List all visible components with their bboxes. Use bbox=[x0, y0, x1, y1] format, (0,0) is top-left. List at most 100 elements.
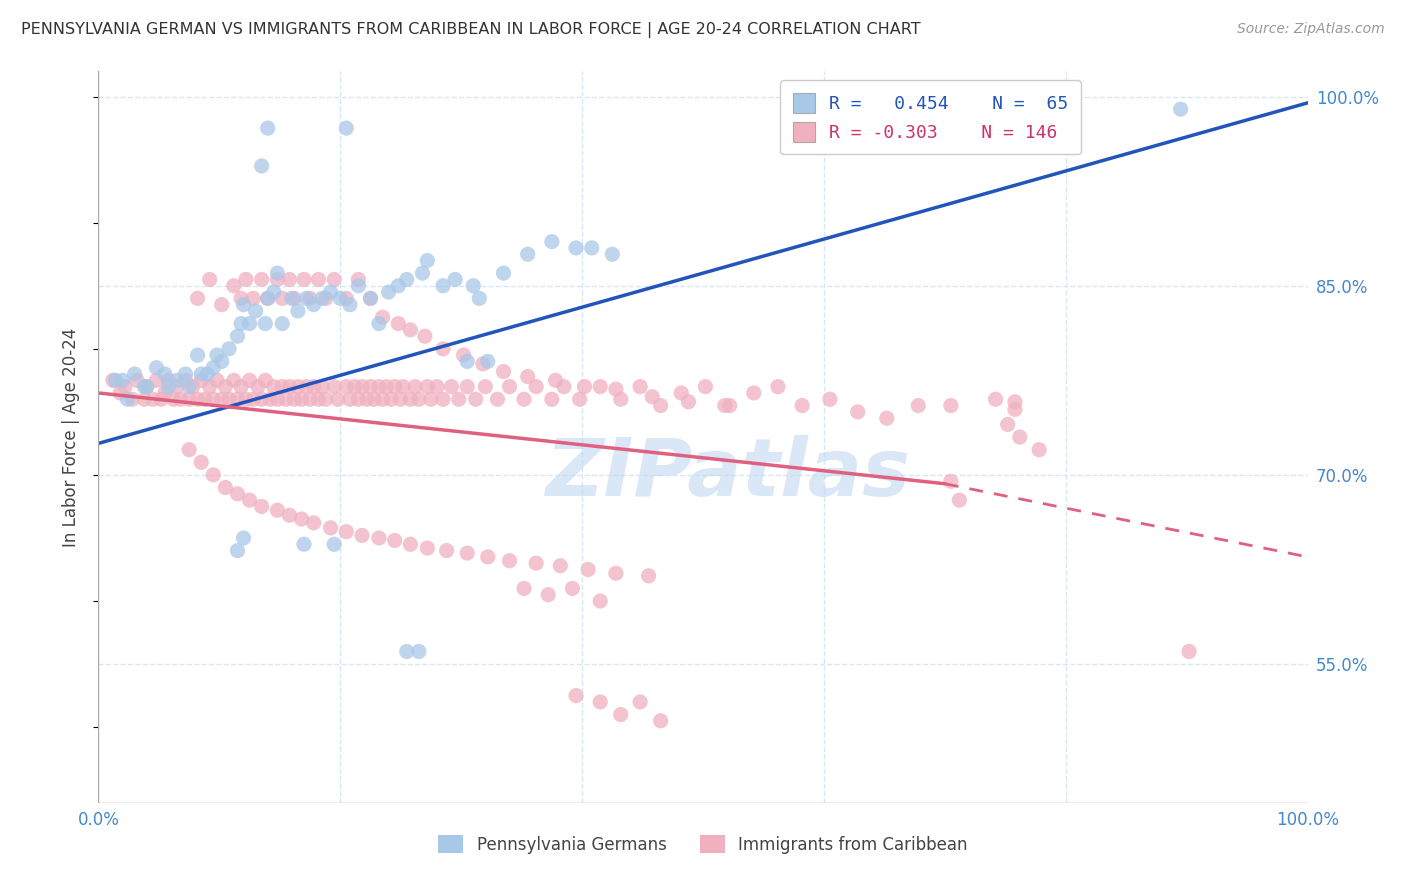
Point bbox=[436, 543, 458, 558]
Point bbox=[477, 354, 499, 368]
Point bbox=[169, 392, 191, 407]
Point bbox=[290, 512, 312, 526]
Point bbox=[329, 291, 352, 305]
Point bbox=[420, 392, 443, 407]
Point bbox=[766, 379, 789, 393]
Point bbox=[323, 272, 346, 286]
Point bbox=[408, 644, 430, 658]
Point bbox=[637, 569, 659, 583]
Point bbox=[134, 392, 156, 407]
Point bbox=[174, 373, 197, 387]
Point bbox=[399, 323, 422, 337]
Point bbox=[516, 247, 538, 261]
Point bbox=[162, 392, 184, 407]
Point bbox=[242, 392, 264, 407]
Point bbox=[335, 121, 357, 136]
Point bbox=[432, 342, 454, 356]
Point bbox=[226, 329, 249, 343]
Point bbox=[948, 493, 970, 508]
Point bbox=[278, 508, 301, 523]
Point bbox=[498, 554, 520, 568]
Point bbox=[235, 392, 257, 407]
Point bbox=[387, 278, 409, 293]
Point bbox=[468, 291, 491, 305]
Point bbox=[315, 291, 337, 305]
Point bbox=[108, 386, 131, 401]
Point bbox=[214, 379, 236, 393]
Point bbox=[226, 487, 249, 501]
Point bbox=[299, 392, 322, 407]
Point bbox=[218, 342, 240, 356]
Point bbox=[308, 272, 330, 286]
Point bbox=[256, 121, 278, 136]
Point bbox=[384, 533, 406, 548]
Point bbox=[426, 379, 449, 393]
Point bbox=[368, 379, 391, 393]
Point bbox=[610, 707, 633, 722]
Point bbox=[416, 253, 439, 268]
Point bbox=[211, 354, 233, 368]
Point bbox=[576, 562, 599, 576]
Point bbox=[157, 379, 180, 393]
Point bbox=[498, 379, 520, 393]
Point bbox=[295, 291, 318, 305]
Point bbox=[166, 379, 188, 393]
Point bbox=[440, 379, 463, 393]
Point bbox=[134, 379, 156, 393]
Point bbox=[254, 317, 277, 331]
Point bbox=[432, 278, 454, 293]
Point bbox=[335, 379, 357, 393]
Point bbox=[179, 379, 201, 393]
Point bbox=[218, 392, 240, 407]
Point bbox=[187, 348, 209, 362]
Point bbox=[145, 360, 167, 375]
Point bbox=[650, 399, 672, 413]
Point bbox=[239, 317, 262, 331]
Point bbox=[718, 399, 741, 413]
Point bbox=[202, 392, 225, 407]
Point bbox=[574, 379, 596, 393]
Point bbox=[477, 549, 499, 564]
Point bbox=[939, 474, 962, 488]
Point bbox=[384, 379, 406, 393]
Point bbox=[190, 455, 212, 469]
Point bbox=[142, 392, 165, 407]
Point bbox=[550, 558, 572, 573]
Point bbox=[295, 379, 318, 393]
Point bbox=[250, 392, 273, 407]
Point bbox=[290, 392, 312, 407]
Point bbox=[311, 291, 333, 305]
Point bbox=[492, 266, 515, 280]
Point bbox=[387, 317, 409, 331]
Point bbox=[540, 392, 562, 407]
Point bbox=[166, 373, 188, 387]
Point bbox=[339, 298, 361, 312]
Point bbox=[135, 379, 157, 393]
Point bbox=[198, 379, 221, 393]
Point bbox=[319, 285, 342, 299]
Point bbox=[256, 291, 278, 305]
Point bbox=[695, 379, 717, 393]
Point bbox=[101, 373, 124, 387]
Point bbox=[202, 467, 225, 482]
Point bbox=[650, 714, 672, 728]
Point bbox=[179, 442, 201, 457]
Point bbox=[404, 379, 426, 393]
Point bbox=[263, 379, 285, 393]
Point bbox=[524, 556, 547, 570]
Point bbox=[222, 278, 245, 293]
Point bbox=[492, 364, 515, 378]
Point bbox=[145, 373, 167, 387]
Point bbox=[302, 298, 325, 312]
Point bbox=[363, 392, 385, 407]
Point bbox=[360, 379, 382, 393]
Point bbox=[323, 379, 346, 393]
Point bbox=[524, 379, 547, 393]
Point bbox=[153, 367, 176, 381]
Point bbox=[205, 348, 228, 362]
Point bbox=[283, 392, 305, 407]
Point bbox=[302, 379, 325, 393]
Point bbox=[198, 272, 221, 286]
Point bbox=[339, 392, 361, 407]
Point bbox=[395, 272, 418, 286]
